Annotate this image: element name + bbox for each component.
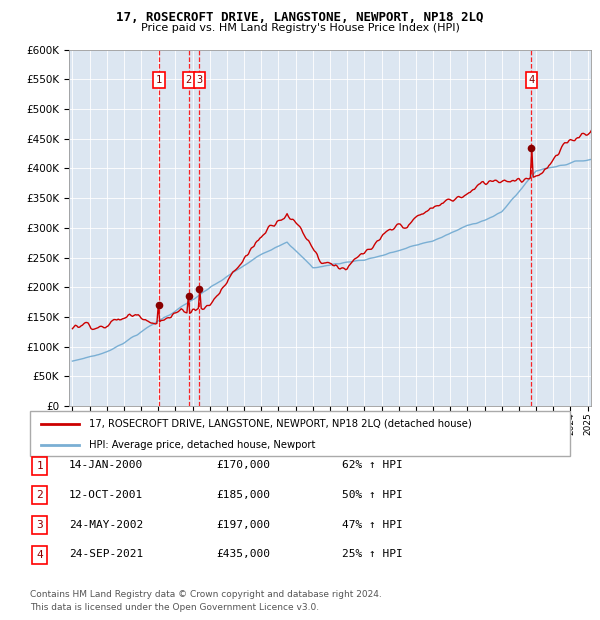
Text: 3: 3	[196, 75, 202, 85]
Text: 3: 3	[36, 520, 43, 530]
Text: 50% ↑ HPI: 50% ↑ HPI	[342, 490, 403, 500]
Text: 14-JAN-2000: 14-JAN-2000	[69, 460, 143, 470]
Text: 4: 4	[528, 75, 535, 85]
Text: 62% ↑ HPI: 62% ↑ HPI	[342, 460, 403, 470]
Text: 12-OCT-2001: 12-OCT-2001	[69, 490, 143, 500]
Text: £435,000: £435,000	[216, 549, 270, 559]
Text: HPI: Average price, detached house, Newport: HPI: Average price, detached house, Newp…	[89, 440, 316, 450]
Text: 2: 2	[186, 75, 192, 85]
Text: 24-MAY-2002: 24-MAY-2002	[69, 520, 143, 529]
Text: £197,000: £197,000	[216, 520, 270, 529]
Text: 4: 4	[36, 550, 43, 560]
Text: 17, ROSECROFT DRIVE, LANGSTONE, NEWPORT, NP18 2LQ: 17, ROSECROFT DRIVE, LANGSTONE, NEWPORT,…	[116, 11, 484, 24]
Text: 24-SEP-2021: 24-SEP-2021	[69, 549, 143, 559]
Text: Contains HM Land Registry data © Crown copyright and database right 2024.: Contains HM Land Registry data © Crown c…	[30, 590, 382, 600]
Text: 17, ROSECROFT DRIVE, LANGSTONE, NEWPORT, NP18 2LQ (detached house): 17, ROSECROFT DRIVE, LANGSTONE, NEWPORT,…	[89, 418, 472, 428]
Text: 2: 2	[36, 490, 43, 500]
Text: Price paid vs. HM Land Registry's House Price Index (HPI): Price paid vs. HM Land Registry's House …	[140, 23, 460, 33]
Text: £170,000: £170,000	[216, 460, 270, 470]
Text: 25% ↑ HPI: 25% ↑ HPI	[342, 549, 403, 559]
Text: 1: 1	[36, 461, 43, 471]
Text: £185,000: £185,000	[216, 490, 270, 500]
Text: 47% ↑ HPI: 47% ↑ HPI	[342, 520, 403, 529]
Text: 1: 1	[156, 75, 162, 85]
FancyBboxPatch shape	[30, 411, 570, 456]
Text: This data is licensed under the Open Government Licence v3.0.: This data is licensed under the Open Gov…	[30, 603, 319, 613]
